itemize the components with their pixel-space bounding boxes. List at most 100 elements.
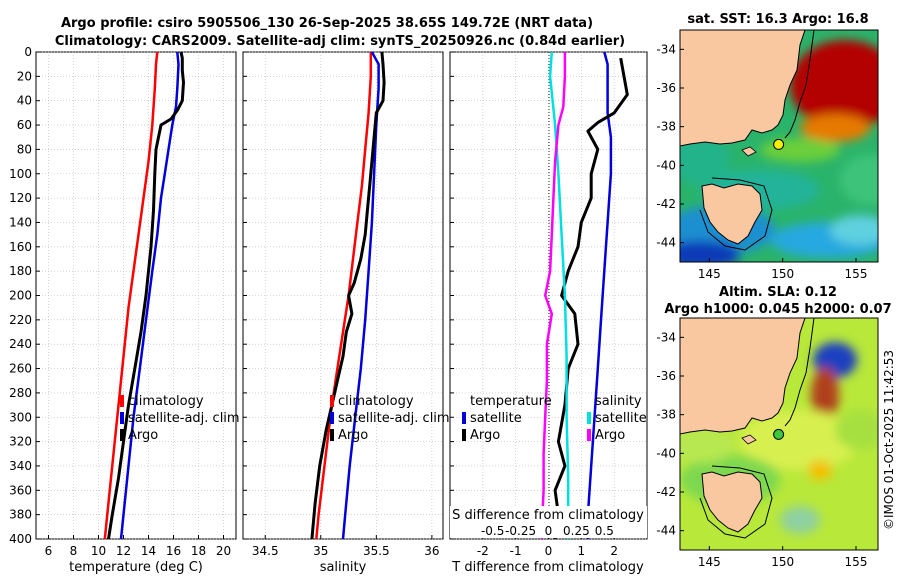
y-tick-label: 40 (17, 94, 32, 108)
series-line-t-satellite (586, 51, 613, 539)
legend-salinity-title: salinity (595, 394, 642, 409)
legend-t-argo-label: Argo (470, 428, 500, 443)
legend-argo-label: Argo (338, 428, 368, 443)
series-line-argo (310, 51, 386, 540)
legend-satellite-swatch (120, 412, 124, 424)
legend-argo-swatch (330, 429, 334, 441)
y-tick-label: 20 (17, 69, 32, 83)
sla-argo-marker (773, 428, 785, 440)
sst-map-title: sat. SST: 16.3 Argo: 16.8 (687, 12, 868, 27)
x-tick-label: 18 (191, 544, 206, 558)
x-tick-label: 0 (545, 544, 553, 558)
map-x-tick-label: 145 (698, 555, 721, 569)
s-scale-background (450, 506, 647, 538)
x-tick-label: 1 (578, 544, 586, 558)
legend-satellite-label: satellite-adj. clim (128, 411, 240, 426)
s-tick-label: -0.5 (481, 524, 504, 538)
map-y-tick-label: -36 (656, 369, 676, 383)
sla-map-frame (679, 317, 879, 551)
y-tick-label: 80 (17, 142, 32, 156)
legend-climatology-label: climatology (338, 394, 414, 409)
salinity-legend: climatology satellite-adj. clim Argo (330, 394, 450, 443)
sla-map-title: Altim. SLA: 0.12 (719, 285, 837, 300)
difference-lines (540, 51, 629, 540)
temperature-xlabel: temperature (deg C) (69, 560, 203, 575)
map-y-tick-label: -36 (656, 81, 676, 95)
salinity-panel: 34.5 35 35.5 36 salinity climatology satell… (242, 51, 450, 575)
y-tick-label: 380 (9, 508, 32, 522)
map-x-tick-label: 155 (845, 267, 868, 281)
y-tick-label: 220 (9, 313, 32, 327)
temperature-panel: 0 20 40 60 80 100 120 140 160 180 200 220 240 260 280 3… (9, 45, 240, 575)
y-tick-label: 320 (9, 435, 32, 449)
legend-s-satellite-label: satellite (595, 411, 647, 426)
legend-argo-label: Argo (128, 428, 158, 443)
map-y-tick-label: -34 (656, 330, 676, 344)
s-tick-label: 0.5 (595, 524, 614, 538)
series-line-argo (107, 51, 185, 540)
s-tick-label: 0.25 (563, 524, 590, 538)
salinity-ticks: 34.5 35 35.5 36 (243, 51, 440, 558)
x-tick-label: 36 (424, 544, 439, 558)
legend-t-argo-swatch (462, 429, 466, 441)
x-tick-label: 12 (116, 544, 131, 558)
legend-satellite-swatch (330, 412, 334, 424)
map-y-tick-label: -44 (656, 524, 676, 538)
series-line-climatology (103, 51, 159, 540)
difference-legend: temperature satellite Argo salinity sate… (462, 394, 647, 443)
y-tick-label: 400 (9, 532, 32, 546)
sst-argo-marker (773, 138, 785, 150)
map-y-tick-label: -34 (656, 42, 676, 56)
series-line-s-satellite (548, 51, 570, 539)
y-tick-label: 160 (9, 240, 32, 254)
sst-map-frame (679, 29, 879, 263)
sla-map-ticks: 145 150 155 -34 -36 -38 -40 -42 -44 (656, 330, 867, 569)
timestamp-watermark: ©IMOS 01-Oct-2025 11:42:53 (882, 350, 896, 530)
salinity-xlabel: salinity (320, 560, 367, 575)
map-x-tick-label: 145 (698, 267, 721, 281)
x-tick-label: 20 (216, 544, 231, 558)
map-y-tick-label: -38 (656, 408, 676, 422)
map-x-tick-label: 155 (845, 555, 868, 569)
y-tick-label: 240 (9, 337, 32, 351)
sst-map: sat. SST: 16.3 Argo: 16.8 14 (656, 12, 879, 281)
figure-title-line1: Argo profile: csiro 5905506_130 26-Sep-2… (61, 16, 593, 31)
figure-title-line2: Climatology: CARS2009. Satellite-adj cli… (55, 34, 625, 49)
y-tick-label: 100 (9, 167, 32, 181)
legend-climatology-swatch (120, 395, 124, 407)
x-tick-label: 16 (166, 544, 181, 558)
y-tick-label: 120 (9, 191, 32, 205)
y-tick-label: 0 (24, 45, 32, 59)
map-y-tick-label: -42 (656, 197, 676, 211)
y-tick-label: 180 (9, 264, 32, 278)
y-tick-label: 360 (9, 483, 32, 497)
difference-panel: -2 -1 0 1 2 T difference from climatology S … (449, 51, 648, 575)
sla-map-subtitle: Argo h1000: 0.045 h2000: 0.07 (664, 302, 891, 317)
series-line-s-argo (540, 52, 567, 539)
y-tick-label: 300 (9, 410, 32, 424)
y-tick-label: 140 (9, 215, 32, 229)
legend-t-satellite-label: satellite (470, 411, 522, 426)
salinity-lines (310, 51, 386, 540)
map-x-tick-label: 150 (771, 267, 794, 281)
x-tick-label: 14 (141, 544, 156, 558)
difference-xlabel: T difference from climatology (451, 560, 644, 575)
temperature-ticks: 0 20 40 60 80 100 120 140 160 180 200 220 240 260 280 3… (9, 45, 231, 558)
series-line-satellite-adj-clim (119, 51, 180, 540)
x-tick-label: 2 (610, 544, 618, 558)
y-tick-label: 280 (9, 386, 32, 400)
x-tick-label: 34.5 (252, 544, 279, 558)
series-line-satellite-adj-clim (341, 51, 380, 540)
legend-s-satellite-swatch (587, 412, 591, 424)
map-x-tick-label: 150 (771, 555, 794, 569)
legend-s-argo-swatch (587, 429, 591, 441)
y-tick-label: 60 (17, 118, 32, 132)
s-tick-label: -0.25 (505, 524, 536, 538)
sst-map-ticks: 145 150 155 -34 -36 -38 -40 -42 -44 (656, 42, 867, 281)
difference-s-ticks: -0.5 -0.25 0 0.25 0.5 (481, 524, 614, 538)
y-tick-label: 340 (9, 459, 32, 473)
sla-heatmap (680, 318, 878, 550)
x-tick-label: 8 (70, 544, 78, 558)
x-tick-label: 10 (91, 544, 106, 558)
map-y-tick-label: -38 (656, 120, 676, 134)
